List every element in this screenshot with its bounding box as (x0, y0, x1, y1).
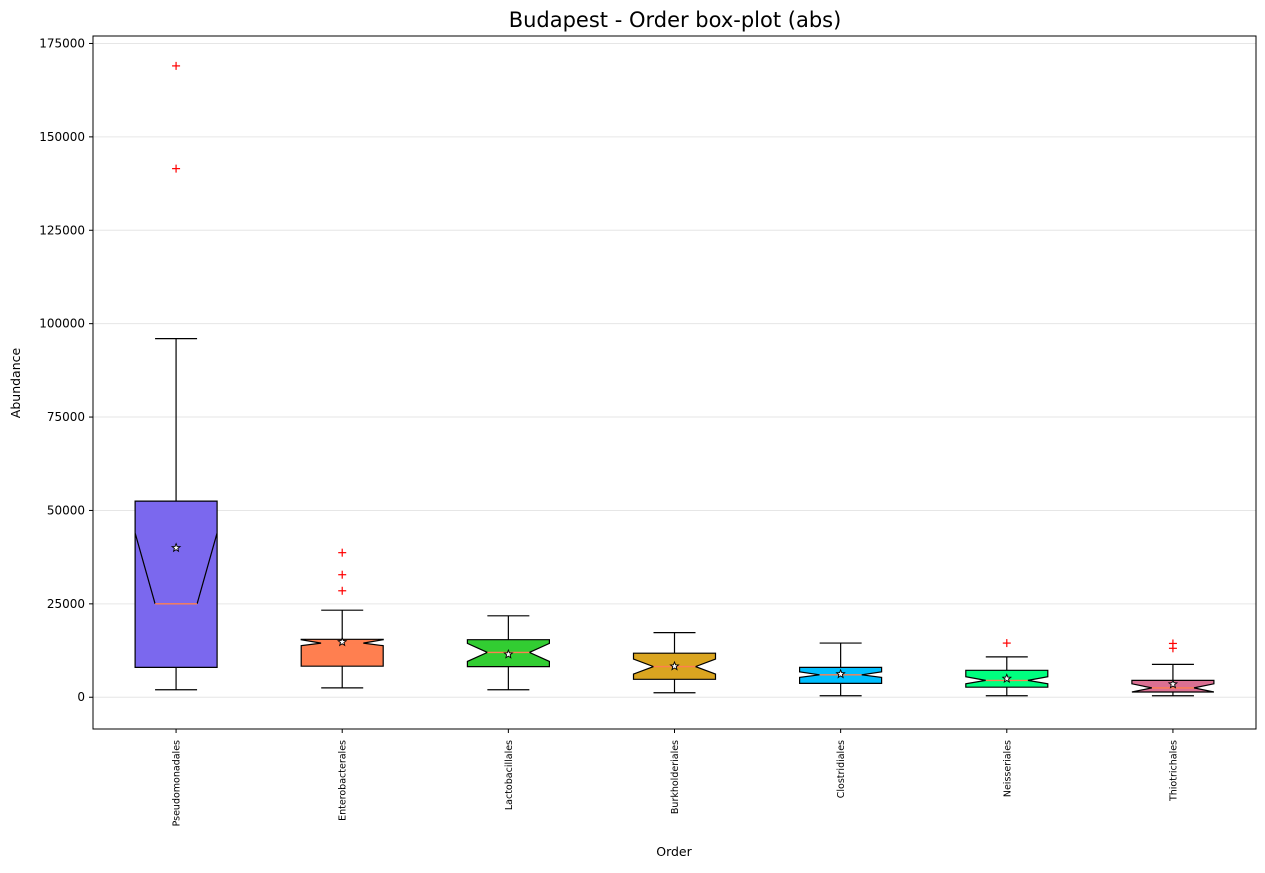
y-tick-label: 125000 (39, 223, 85, 237)
y-tick-label: 100000 (39, 317, 85, 331)
x-tick-label: Thiotrichales (1168, 740, 1179, 802)
mean-marker (1167, 678, 1179, 689)
x-tick-label: Burkholderiales (670, 740, 681, 814)
iqr-box (134, 500, 218, 669)
box-thiotrichales (1131, 639, 1215, 697)
y-tick-label: 75000 (47, 410, 85, 424)
x-tick-label: Lactobacillales (504, 740, 515, 810)
outlier-point (172, 164, 181, 173)
mean-marker (336, 636, 348, 647)
y-tick-label: 25000 (47, 597, 85, 611)
mean-marker (1001, 673, 1013, 684)
x-tick-label: Clostridiales (836, 740, 847, 798)
x-tick-label: Neisseriales (1002, 740, 1013, 797)
y-tick-label: 50000 (47, 503, 85, 517)
outlier-point (1002, 639, 1011, 648)
x-tick-label: Enterobacterales (338, 740, 349, 821)
box-lactobacillales (466, 615, 551, 691)
plot-area (134, 61, 1215, 697)
outlier-point (338, 548, 347, 557)
mean-marker (669, 660, 680, 671)
x-axis-label: Order (656, 844, 692, 859)
x-tick-label: Pseudomonadales (172, 740, 183, 826)
gridlines (93, 42, 1256, 698)
chart-title: Budapest - Order box-plot (abs) (509, 8, 842, 32)
y-tick-label: 150000 (39, 130, 85, 144)
box-clostridiales (798, 642, 883, 697)
box-burkholderiales (632, 632, 717, 694)
y-axis: 0 25000 50000 75000 100000 125000 150000 175000 (39, 36, 93, 704)
outlier-point (338, 570, 347, 579)
iqr-box (300, 638, 384, 667)
outlier-point (338, 586, 347, 595)
x-axis: Pseudomonadales Enterobacterales Lactobaci… (172, 729, 1179, 826)
box-pseudomonadales (134, 61, 218, 691)
y-tick-label: 0 (77, 690, 85, 704)
plot-frame (92, 35, 1257, 730)
y-axis-label: Abundance (8, 347, 23, 418)
outlier-point (172, 61, 181, 70)
outlier-point (1168, 639, 1177, 648)
box-neisseriales (965, 639, 1049, 697)
mean-marker (835, 668, 846, 679)
mean-marker (503, 648, 514, 659)
y-tick-label: 175000 (39, 36, 85, 50)
mean-marker (170, 542, 182, 553)
box-enterobacterales (300, 548, 384, 689)
